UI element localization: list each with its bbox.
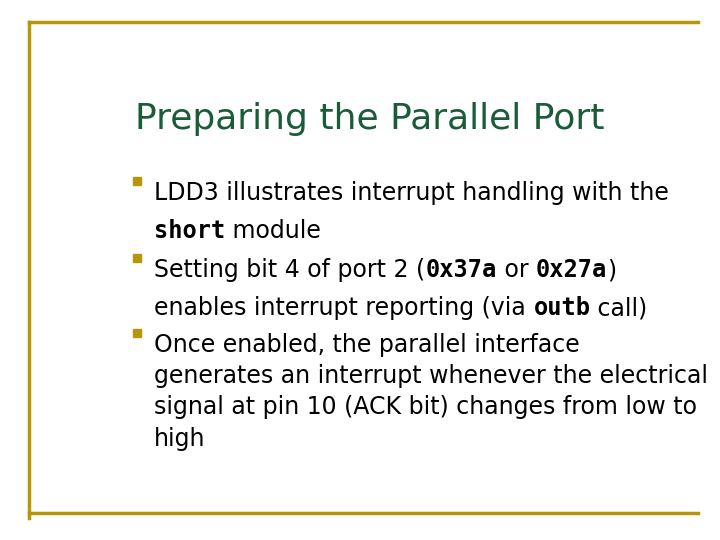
Text: call): call) [590, 296, 648, 320]
Text: enables interrupt reporting (via: enables interrupt reporting (via [154, 296, 534, 320]
Text: outb: outb [534, 296, 590, 320]
Text: Setting bit 4 of port 2 (: Setting bit 4 of port 2 ( [154, 258, 426, 282]
Text: module: module [225, 219, 321, 244]
Text: Preparing the Parallel Port: Preparing the Parallel Port [135, 102, 604, 136]
Text: or: or [497, 258, 536, 282]
Text: 0x37a: 0x37a [426, 258, 497, 282]
Text: Once enabled, the parallel interface
generates an interrupt whenever the electri: Once enabled, the parallel interface gen… [154, 333, 708, 451]
Text: 0x27a: 0x27a [536, 258, 607, 282]
Text: ): ) [607, 258, 616, 282]
Text: LDD3 illustrates interrupt handling with the: LDD3 illustrates interrupt handling with… [154, 181, 669, 205]
Text: short: short [154, 219, 225, 244]
